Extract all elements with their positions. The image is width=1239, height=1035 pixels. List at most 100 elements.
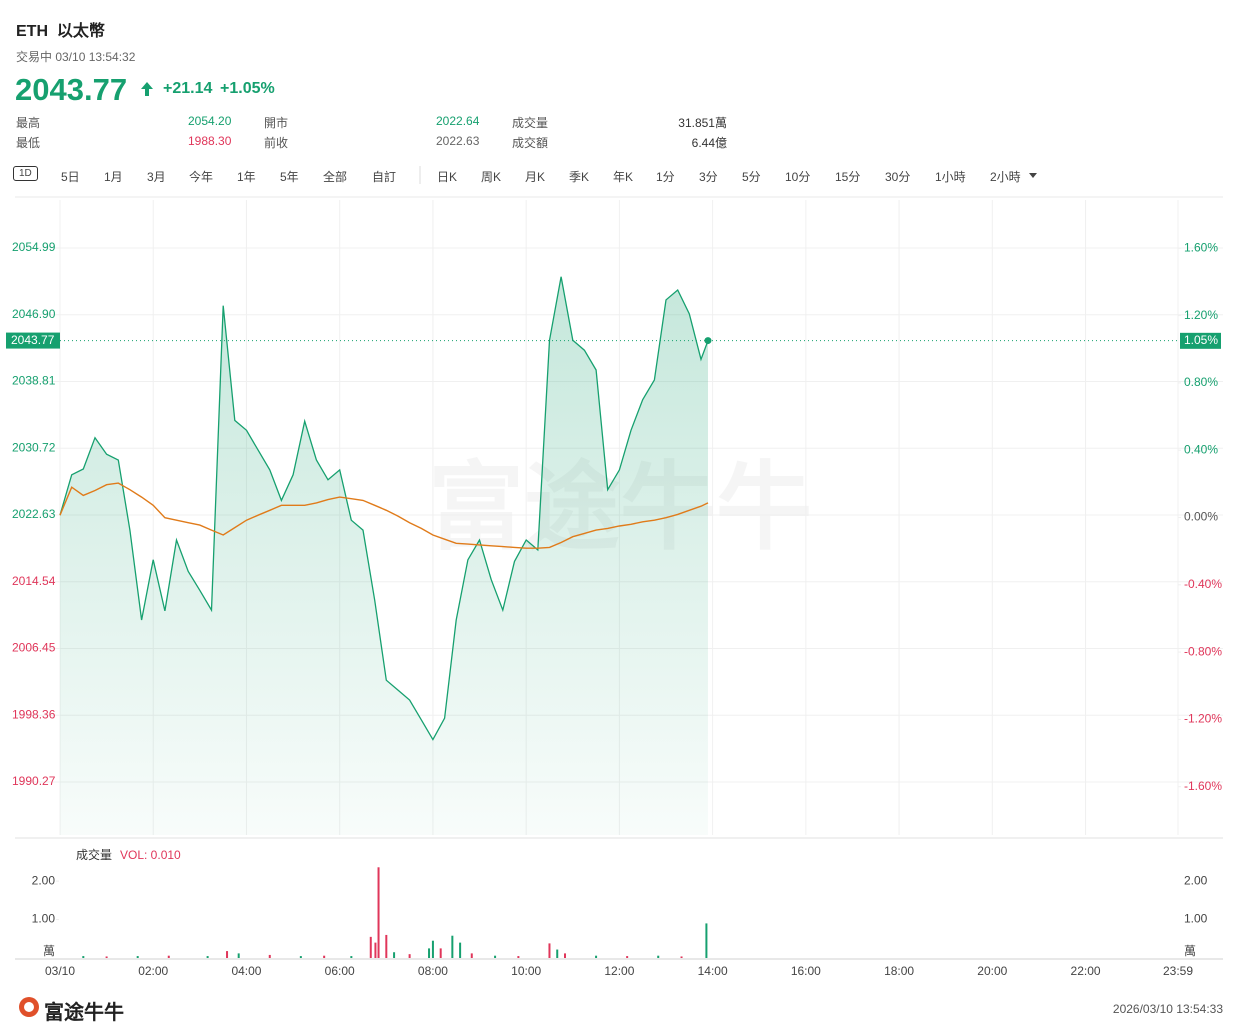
x-tick-label: 12:00 [604, 964, 634, 978]
tab[interactable]: 今年 [189, 170, 214, 184]
tab[interactable]: 3月 [147, 170, 166, 184]
change-pct: +1.05% [220, 80, 275, 97]
name: 以太幣 [56, 23, 105, 40]
x-tick-label: 04:00 [231, 964, 261, 978]
tab[interactable]: 1小時 [935, 170, 966, 184]
volume-bar [564, 953, 567, 958]
tab[interactable]: 1月 [104, 170, 123, 184]
y-tick-label: 2006.45 [12, 641, 56, 655]
x-tick-label: 20:00 [977, 964, 1007, 978]
y-tick-label: 2046.90 [12, 307, 56, 321]
volume-bar [548, 943, 551, 958]
volume-bar [657, 955, 660, 958]
volume-subtitle: VOL: 0.010 [120, 848, 181, 862]
volume-bar [680, 956, 683, 958]
volume-bar [459, 942, 462, 958]
volume-bar [705, 923, 708, 958]
volume-bar [385, 934, 388, 958]
y2-tick-label: -0.80% [1184, 644, 1222, 658]
y2-tick-label: 0.00% [1184, 510, 1218, 524]
dropdown-arrow [1029, 173, 1037, 178]
unit-label: 萬 [1184, 944, 1196, 958]
volume-bar [105, 956, 108, 958]
volume-bar [167, 955, 170, 958]
tab[interactable]: 30分 [885, 170, 911, 184]
tab[interactable]: 周K [481, 170, 502, 184]
y-tick-label: 2038.81 [12, 374, 56, 388]
x-tick-label: 23:59 [1163, 964, 1193, 978]
volume-bar [323, 955, 326, 958]
change: +21.14 [163, 80, 213, 97]
volume-bar [431, 940, 434, 958]
tab[interactable]: 1D [13, 166, 38, 181]
stat-label: 開市 [264, 116, 289, 130]
volume-bar [626, 956, 629, 958]
y-tick-label: 2030.72 [12, 440, 56, 454]
x-tick-label: 03/10 [45, 964, 75, 978]
y-tick-label: 2054.99 [12, 240, 56, 254]
volume-bar [428, 948, 431, 958]
last-price-label: 2043.77 [11, 333, 55, 347]
volume-bar [556, 949, 559, 958]
x-tick-label: 02:00 [138, 964, 168, 978]
y2-tick-label: 0.80% [1184, 375, 1218, 389]
x-tick-label: 22:00 [1071, 964, 1101, 978]
volume-bar [374, 942, 377, 958]
tab[interactable]: 5日 [61, 170, 80, 184]
tab[interactable]: 10分 [785, 170, 811, 184]
tab[interactable]: 5年 [280, 170, 299, 184]
tab[interactable]: 3分 [699, 170, 718, 184]
y-tick-label: 2014.54 [12, 574, 56, 588]
timestamp: 2026/03/10 13:54:33 [1112, 1002, 1223, 1016]
tab[interactable]: 1分 [656, 170, 675, 184]
tab[interactable]: 全部 [323, 170, 348, 184]
stat-label: 前收 [264, 136, 289, 150]
y-tick-label: 2.00 [32, 873, 56, 887]
logo: 富途牛牛 [44, 1002, 124, 1024]
up-arrow [141, 82, 153, 96]
y-tick-label: 1998.36 [12, 707, 56, 721]
last-pct-box [1180, 332, 1221, 349]
stat-value: 2022.63 [436, 134, 480, 148]
y2-tick-label: 2.00 [1184, 873, 1208, 887]
area [60, 276, 708, 835]
stat-value: 6.44億 [691, 136, 727, 150]
tab[interactable]: 5分 [742, 170, 761, 184]
y2-tick-label: -1.20% [1184, 712, 1222, 726]
last-pct-label: 1.05% [1184, 333, 1218, 347]
volume-bar [393, 952, 396, 958]
tab[interactable]: 15分 [835, 170, 861, 184]
tab[interactable]: 年K [613, 170, 634, 184]
stat-label: 最高 [16, 116, 41, 130]
tab[interactable]: 自訂 [372, 170, 397, 184]
x-tick-label: 10:00 [511, 964, 541, 978]
symbol: ETH [16, 23, 48, 40]
x-tick-label: 16:00 [791, 964, 821, 978]
volume-bar [226, 951, 229, 958]
title: ETH 以太幣 [16, 17, 105, 41]
tab[interactable]: 月K [525, 170, 546, 184]
tab[interactable]: 季K [569, 170, 590, 184]
line [59, 482, 709, 549]
volume-bar [595, 955, 598, 958]
x-tick-label: 18:00 [884, 964, 914, 978]
volume-bar [299, 956, 302, 958]
y2-tick-label: -1.60% [1184, 779, 1222, 793]
volume-bar [206, 956, 209, 958]
stat-value: 2054.20 [188, 114, 232, 128]
volume-bar [82, 956, 85, 958]
tab[interactable]: 1年 [237, 170, 256, 184]
volume-title: 成交量 [76, 847, 112, 862]
tab[interactable]: 2小時 [990, 170, 1021, 184]
stat-value: 2022.64 [436, 114, 480, 128]
stat-label: 成交額 [512, 136, 549, 150]
y2-tick-label: 0.40% [1184, 442, 1218, 456]
line [59, 276, 709, 741]
y2-tick-label: 1.20% [1184, 308, 1218, 322]
volume-bar [470, 953, 473, 958]
volume-bar [136, 956, 139, 958]
volume-bar [517, 956, 520, 958]
tab[interactable]: 日K [437, 170, 458, 184]
